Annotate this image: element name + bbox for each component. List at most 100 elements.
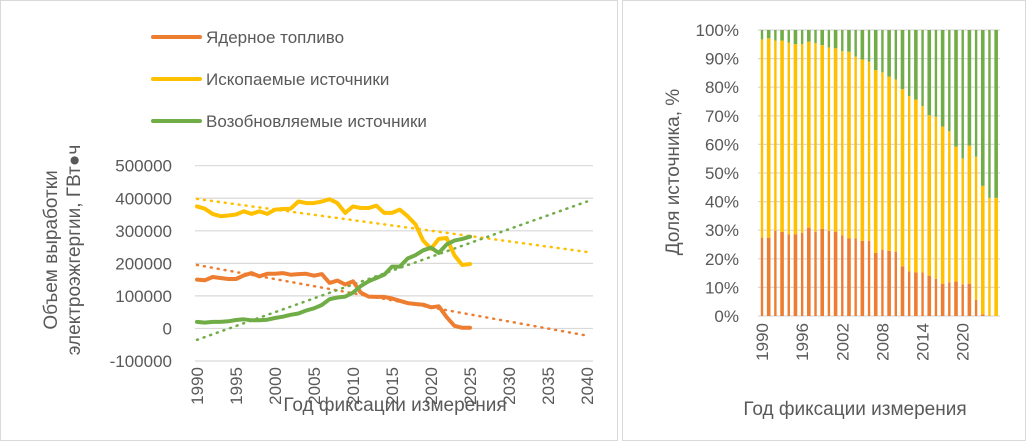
left-chart-panel [0,0,618,441]
bar-fossil-1997 [807,41,811,228]
bar-renewable-2020 [961,30,964,159]
y-tick-label: 500000 [115,157,172,176]
bar-fossil-2020 [961,158,964,285]
x-tick-label: 2030 [500,367,519,405]
x-tick-label: 2020 [422,367,441,405]
bar-nuclear-2020 [961,284,964,316]
bar-renewable-1992 [774,30,777,41]
bar-nuclear-2006 [867,240,871,316]
y-tick-label: 0 [163,319,172,338]
bar-renewable-1997 [807,30,811,42]
bar-nuclear-1992 [774,230,777,316]
bar-fossil-2003 [847,51,851,239]
bar-fossil-2022 [974,156,978,300]
x-tick-label: 1996 [793,323,812,361]
series-line-renewable [195,234,472,325]
bar-fossil-1996 [800,44,804,233]
bar-renewable-2017 [940,30,945,127]
bar-nuclear-2017 [940,283,945,316]
bar-renewable-2011 [900,30,905,90]
bar-fossil-2010 [894,79,897,252]
bar-renewable-2007 [873,30,878,71]
x-tick-label: 2010 [344,367,363,405]
bar-renewable-2015 [927,30,932,116]
x-tick-label: 2005 [305,367,324,405]
x-tick-label: 2035 [539,367,558,405]
bar-renewable-2024 [988,30,991,198]
trendline-renewable [195,200,589,342]
bar-fossil-2016 [934,116,938,279]
bar-nuclear-1998 [814,231,817,316]
bar-renewable-1991 [766,30,771,39]
series-line-fossil [195,197,472,267]
bar-renewable-2006 [867,30,871,62]
bar-fossil-2008 [881,72,884,250]
y-tick-label: 80% [705,78,739,97]
bar-renewable-2010 [894,30,897,80]
bar-nuclear-2000 [827,230,831,316]
bar-fossil-2000 [827,47,831,231]
x-tick-label: 2040 [578,367,597,405]
y-tick-label: 70% [705,107,739,126]
x-tick-label: 1990 [188,367,207,405]
bar-renewable-2025 [994,30,998,198]
legend-label-fossil: Ископаемые источники [206,70,389,89]
bar-nuclear-2015 [927,275,932,316]
bar-fossil-1998 [814,43,817,232]
bar-fossil-2015 [927,115,932,276]
y-axis-title-line2: электроэжгергии, ГВт●ч [64,145,85,355]
bar-fossil-1995 [793,44,798,235]
y-tick-label: 200000 [115,254,172,273]
x-tick-label: 1990 [753,323,772,361]
x-axis-title: Год фиксации измерения [283,395,506,416]
bar-renewable-2003 [847,30,851,52]
y-tick-label: 10% [705,278,739,297]
x-tick-label: 1995 [227,367,246,405]
bar-renewable-2018 [948,30,951,132]
bar-renewable-1998 [814,30,817,44]
bar-renewable-1996 [800,30,804,45]
bar-nuclear-2023 [980,314,985,316]
bar-nuclear-2009 [887,250,891,316]
x-axis-title: Год фиксации измерения [743,399,966,420]
bar-renewable-1999 [820,30,825,46]
bar-fossil-2014 [921,106,924,273]
bar-fossil-2017 [940,126,945,284]
bar-fossil-2019 [954,146,958,282]
y-tick-label: -100000 [110,352,172,371]
bar-fossil-2004 [854,56,857,239]
y-tick-label: 30% [705,221,739,240]
bar-renewable-2023 [980,30,985,186]
bar-fossil-2025 [994,197,998,316]
x-tick-label: 2014 [914,323,933,361]
bar-fossil-2001 [833,48,838,232]
bar-fossil-2011 [900,89,905,267]
x-tick-label: 2008 [873,323,892,361]
bar-nuclear-1997 [807,227,811,316]
bar-renewable-1993 [780,30,784,41]
y-tick-label: 60% [705,135,739,154]
bar-renewable-2013 [914,30,918,100]
bar-nuclear-2004 [854,238,857,316]
bar-fossil-2006 [867,61,871,241]
bar-fossil-2013 [914,99,918,273]
x-tick-label: 2025 [461,367,480,405]
bar-renewable-2012 [907,30,911,97]
bar-nuclear-1996 [800,232,804,316]
bar-renewable-2016 [934,30,938,117]
bar-nuclear-2002 [841,235,844,316]
x-tick-label: 2020 [954,323,973,361]
bar-nuclear-1991 [766,237,771,316]
bar-fossil-2012 [907,96,911,272]
y-axis-title-line1: Объем выработки [41,170,62,329]
y-tick-label: 20% [705,250,739,269]
bar-nuclear-2007 [873,252,878,316]
bar-nuclear-2011 [900,266,905,316]
bar-nuclear-2022 [974,299,978,316]
legend-label-nuclear: Ядерное топливо [206,28,344,47]
bar-renewable-2014 [921,30,924,107]
bar-nuclear-1990 [760,237,764,316]
bar-renewable-2009 [887,30,891,77]
bar-nuclear-2005 [860,240,865,316]
